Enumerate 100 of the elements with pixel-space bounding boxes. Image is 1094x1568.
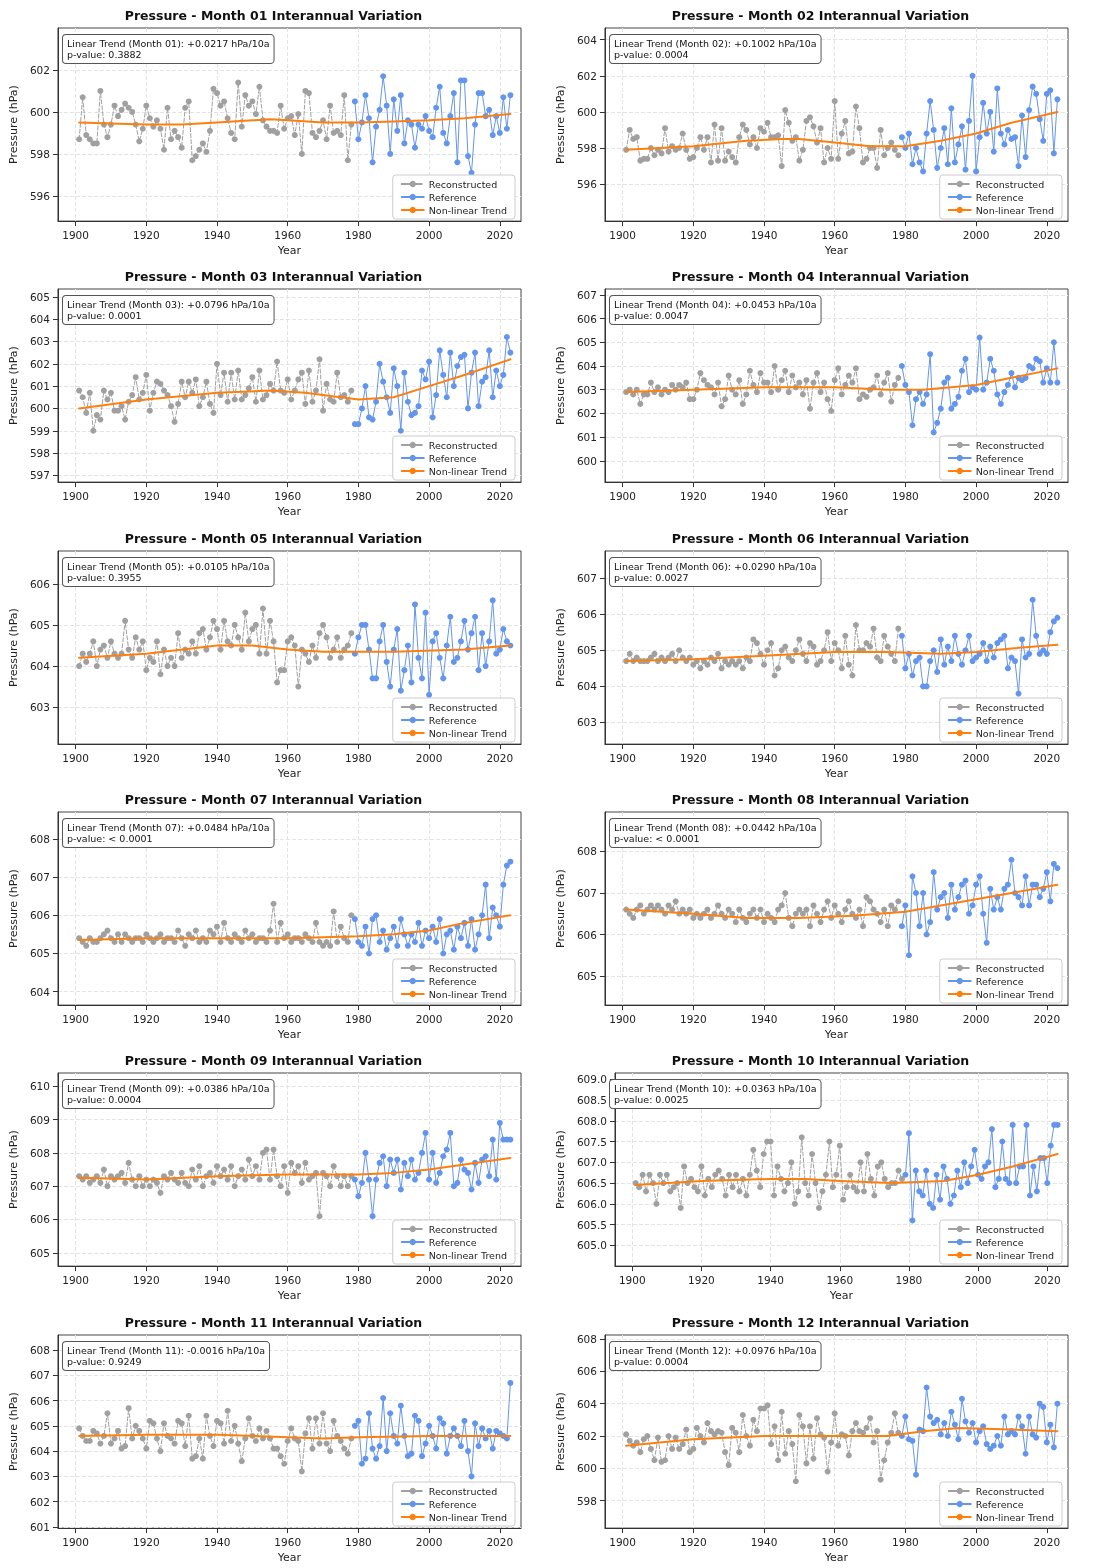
chart-title: Pressure - Month 10 Interannual Variation [671, 1053, 970, 1069]
x-tick-label: 2020 [1033, 228, 1061, 241]
legend-label: Reference [975, 1236, 1024, 1248]
legend-label: Reconstructed [428, 1485, 498, 1497]
x-tick-label: 1920 [132, 228, 160, 241]
legend-label: Reference [975, 452, 1024, 464]
y-axis-title: Pressure (hPa) [554, 1130, 567, 1210]
chart-title: Pressure - Month 09 Interannual Variation [124, 1053, 423, 1069]
y-tick-label: 608.0 [576, 1115, 607, 1128]
x-axis-title: Year [823, 505, 849, 519]
y-tick-label: 604 [576, 33, 598, 46]
y-tick-label: 605 [29, 1419, 50, 1432]
y-tick-label: 609 [29, 1113, 50, 1126]
chart-title: Pressure - Month 08 Interannual Variation [671, 792, 970, 807]
y-tick-label: 602 [29, 358, 50, 371]
x-axis-title: Year [276, 505, 302, 519]
x-tick-label: 1980 [892, 751, 919, 764]
legend-label: Reference [428, 1236, 477, 1248]
x-tick-label: 1980 [892, 1012, 919, 1025]
y-tick-label: 606 [576, 1365, 598, 1378]
x-tick-label: 1900 [62, 489, 89, 502]
y-tick-label: 607 [29, 1369, 50, 1382]
x-tick-label: 2000 [415, 1273, 443, 1286]
annotation: Linear Trend (Month 12): +0.0976 hPa/10a p-value: 0.0004 [614, 1344, 817, 1367]
x-tick-label: 1980 [345, 751, 372, 764]
y-tick-label: 602 [576, 407, 597, 420]
y-tick-label: 606 [29, 1213, 51, 1226]
legend-label: Reconstructed [975, 178, 1045, 190]
y-tick-label: 605 [29, 618, 50, 631]
y-tick-label: 605 [576, 336, 597, 349]
y-tick-label: 602 [29, 63, 50, 76]
y-tick-label: 603 [29, 1470, 50, 1483]
x-tick-label: 1980 [892, 1535, 919, 1548]
x-axis-title: Year [823, 244, 849, 257]
y-tick-label: 599 [29, 425, 50, 438]
x-tick-label: 1940 [750, 1535, 778, 1548]
y-tick-label: 607 [29, 871, 50, 883]
legend-label: Reconstructed [428, 439, 498, 451]
x-tick-label: 1960 [821, 1535, 849, 1548]
y-tick-label: 607 [29, 1180, 50, 1193]
legend-label: Reconstructed [428, 701, 498, 713]
x-tick-label: 1980 [892, 489, 919, 502]
x-axis-title: Year [276, 1028, 302, 1041]
y-tick-label: 605.0 [576, 1239, 607, 1252]
x-tick-label: 2020 [1033, 1535, 1061, 1548]
x-tick-label: 1980 [345, 1012, 372, 1025]
x-tick-label: 1900 [62, 1012, 89, 1025]
x-tick-label: 1920 [688, 1273, 715, 1286]
chart-title: Pressure - Month 04 Interannual Variation [671, 269, 970, 285]
y-tick-label: 606 [576, 607, 598, 620]
y-tick-label: 608 [576, 845, 597, 858]
y-tick-label: 604 [29, 313, 51, 326]
y-axis-title: Pressure (hPa) [7, 1130, 20, 1210]
y-tick-label: 607 [576, 886, 597, 899]
x-tick-label: 1960 [821, 1012, 849, 1025]
legend-label: Non-linear Trend [975, 988, 1055, 1000]
y-tick-label: 606 [576, 928, 598, 941]
x-tick-label: 1940 [750, 1012, 778, 1025]
x-tick-label: 1900 [62, 751, 89, 764]
x-tick-label: 2020 [1033, 1273, 1061, 1286]
x-tick-label: 1920 [132, 751, 160, 764]
x-tick-label: 1920 [132, 1012, 160, 1025]
legend-label: Non-linear Trend [975, 465, 1055, 477]
y-axis-title: Pressure (hPa) [7, 607, 20, 687]
legend-label: Non-linear Trend [428, 727, 508, 739]
annotation: Linear Trend (Month 11): -0.0016 hPa/10a p-value: 0.9249 [67, 1344, 266, 1367]
y-tick-label: 606 [576, 312, 598, 325]
x-tick-label: 2020 [486, 489, 514, 502]
x-tick-label: 1920 [679, 751, 707, 764]
legend-label: Reference [975, 714, 1024, 726]
y-axis-title: Pressure (hPa) [554, 85, 567, 164]
x-tick-label: 2020 [486, 751, 514, 764]
y-tick-label: 601 [29, 1520, 50, 1533]
x-tick-label: 2000 [962, 228, 990, 241]
x-tick-label: 1940 [750, 228, 778, 241]
y-tick-label: 604 [29, 1444, 51, 1457]
y-tick-label: 598 [29, 147, 50, 160]
x-tick-label: 2000 [962, 1012, 990, 1025]
x-tick-label: 1980 [895, 1273, 923, 1286]
x-tick-label: 1900 [609, 228, 636, 241]
y-tick-label: 600 [29, 105, 50, 118]
legend-label: Reconstructed [428, 1223, 498, 1235]
legend-label: Reference [975, 1498, 1024, 1510]
legend-label: Non-linear Trend [975, 727, 1055, 739]
x-tick-label: 2020 [486, 1273, 514, 1286]
y-tick-label: 603 [576, 384, 597, 397]
x-tick-label: 1940 [750, 751, 778, 764]
y-axis-title: Pressure (hPa) [554, 607, 567, 687]
y-tick-label: 608 [29, 832, 50, 845]
y-tick-label: 606 [29, 577, 51, 590]
x-tick-label: 2000 [962, 489, 990, 502]
x-tick-label: 1980 [345, 1535, 372, 1548]
x-axis-title: Year [276, 766, 302, 780]
x-tick-label: 1920 [132, 1273, 160, 1286]
y-tick-label: 610 [29, 1080, 50, 1093]
y-tick-label: 602 [576, 1429, 597, 1442]
x-axis-title: Year [823, 766, 849, 780]
legend-label: Reference [428, 714, 477, 726]
y-axis-title: Pressure (hPa) [7, 869, 20, 948]
x-tick-label: 2020 [1033, 1012, 1061, 1025]
